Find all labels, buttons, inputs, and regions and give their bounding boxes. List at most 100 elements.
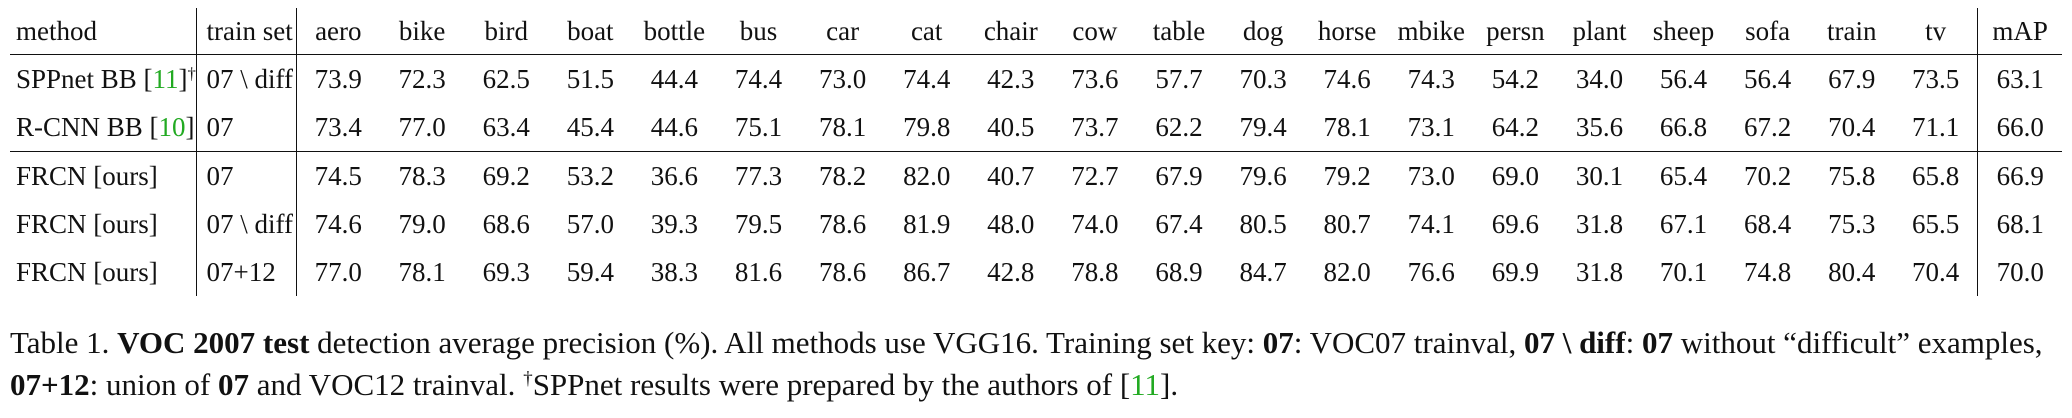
ap-value-cell: 69.0	[1473, 151, 1558, 200]
ap-value-cell: 78.1	[398, 256, 446, 287]
ap-value-cell: 69.9	[1491, 256, 1539, 287]
column-header: boat	[548, 8, 633, 55]
ap-value-cell: 78.8	[1071, 256, 1119, 287]
table-row: R-CNN BB [10] 07 73.4 77.0 63.4 45.4 44.6 75.1 7…	[10, 103, 2062, 152]
ap-value-cell: 64.2	[1491, 111, 1539, 142]
caption-text: ].	[1160, 367, 1179, 402]
ap-value-cell: 35.6	[1575, 111, 1624, 142]
column-header: aero	[295, 8, 381, 55]
ap-value-cell: 79.4	[1239, 111, 1287, 142]
caption-key: 07	[1641, 325, 1673, 360]
ap-value-cell: 77.0	[398, 111, 446, 142]
ap-value-cell: 38.3	[650, 256, 699, 287]
ap-value-cell: 68.1	[1977, 200, 2062, 248]
method-cell: SPPnet BB [11]†	[10, 55, 196, 104]
caption-citation-link[interactable]: 11	[1130, 367, 1161, 402]
ap-value-cell: 42.8	[987, 256, 1035, 287]
ap-value-cell: 67.9	[1828, 63, 1876, 94]
method-cell: R-CNN BB [10]	[10, 103, 196, 152]
ap-value-cell: 66.9	[1977, 151, 2062, 200]
ap-value-cell: 68.6	[482, 208, 530, 239]
ap-value-cell: 70.1	[1659, 256, 1708, 287]
column-header: train set	[195, 8, 296, 55]
citation-link[interactable]: 11	[152, 63, 179, 94]
ap-value-cell: 78.1	[1323, 111, 1371, 142]
ap-value-cell: 73.4	[295, 103, 381, 152]
column-header: train	[1809, 8, 1894, 55]
column-header: dog	[1221, 8, 1306, 55]
ap-value-cell: 77.0	[295, 248, 381, 296]
table-row: FRCN [ours] 07+12 77.0 78.1 69.3 59.4 38.3 81.6…	[10, 248, 2062, 296]
table-row: FRCN [ours] 07 74.5 78.3 69.2 53.2 36.6 77.3 78.…	[10, 151, 2062, 200]
ap-value-cell: 74.3	[1407, 63, 1455, 94]
train-set-cell: 07 \ diff	[195, 200, 296, 248]
caption-text: and VOC12 trainval.	[248, 367, 524, 402]
ap-value-cell: 74.6	[1323, 63, 1371, 94]
ap-value-cell: 62.5	[482, 63, 530, 94]
ap-value-cell: 34.0	[1575, 63, 1624, 94]
ap-value-cell: 82.0	[884, 151, 969, 200]
ap-value-cell: 40.5	[987, 111, 1035, 142]
ap-value-cell: 73.1	[1407, 111, 1455, 142]
ap-value-cell: 74.0	[1071, 208, 1119, 239]
ap-value-cell: 65.5	[1911, 208, 1960, 239]
caption-text: :	[1625, 325, 1642, 360]
method-cell: FRCN [ours]	[10, 200, 196, 248]
ap-value-cell: 56.4	[1744, 63, 1792, 94]
column-header: cow	[1052, 8, 1137, 55]
ap-value-cell: 72.3	[398, 63, 446, 94]
method-name: FRCN [ours]	[16, 208, 158, 239]
ap-value-cell: 79.2	[1305, 151, 1390, 200]
table-row: FRCN [ours] 07 \ diff 74.6 79.0 68.6 57.0 39.3…	[10, 200, 2062, 248]
ap-value-cell: 68.4	[1744, 208, 1792, 239]
ap-value-cell: 70.0	[1977, 248, 2062, 296]
ap-value-cell: 48.0	[987, 208, 1035, 239]
ap-value-cell: 73.5	[1911, 63, 1960, 94]
caption-key: 07+12	[10, 367, 90, 402]
caption-text: : union of	[89, 367, 218, 402]
ap-value-cell: 67.2	[1744, 111, 1792, 142]
caption-dagger: †	[523, 368, 533, 390]
ap-value-cell: 73.9	[295, 54, 381, 103]
ap-value-cell: 70.3	[1239, 63, 1287, 94]
caption-key: 07 \ diff	[1523, 325, 1626, 360]
ap-value-cell: 59.4	[566, 256, 614, 287]
column-header: plant	[1557, 8, 1642, 55]
ap-value-cell: 56.4	[1659, 63, 1708, 94]
ap-value-cell: 78.6	[818, 256, 867, 287]
method-cell: FRCN [ours]	[10, 151, 196, 200]
ap-value-cell: 73.6	[1071, 63, 1119, 94]
ap-value-cell: 65.4	[1641, 151, 1726, 200]
ap-value-cell: 75.3	[1828, 208, 1876, 239]
ap-value-cell: 80.4	[1828, 256, 1876, 287]
ap-value-cell: 81.9	[903, 208, 951, 239]
ap-value-cell: 79.6	[1221, 151, 1306, 200]
ap-value-cell: 80.7	[1323, 208, 1371, 239]
ap-value-cell: 68.9	[1155, 256, 1203, 287]
ap-value-cell: 69.3	[482, 256, 530, 287]
column-header: chair	[968, 8, 1053, 55]
column-header: mAP	[1977, 8, 2062, 55]
ap-value-cell: 79.0	[398, 208, 446, 239]
method-name: FRCN [ours]	[16, 256, 158, 287]
table-caption: Table 1. VOC 2007 test detection average…	[10, 322, 2060, 406]
ap-value-cell: 70.2	[1725, 151, 1810, 200]
caption-title: VOC 2007 test	[117, 325, 310, 360]
caption-label: Table 1.	[10, 325, 118, 360]
ap-value-cell: 51.5	[566, 63, 614, 94]
column-header: sheep	[1641, 8, 1726, 55]
column-header: mbike	[1389, 8, 1474, 55]
column-header: horse	[1305, 8, 1390, 55]
citation-link[interactable]: 10	[158, 111, 186, 142]
ap-value-cell: 74.1	[1407, 208, 1455, 239]
ap-value-cell: 70.4	[1911, 256, 1960, 287]
method-name: FRCN [ours]	[16, 160, 158, 191]
ap-value-cell: 75.1	[734, 111, 783, 142]
method-name: R-CNN BB [	[16, 111, 159, 142]
caption-text: : VOC07 trainval,	[1293, 325, 1524, 360]
ap-value-cell: 44.4	[650, 63, 699, 94]
ap-value-cell: 80.5	[1239, 208, 1287, 239]
ap-value-cell: 79.8	[903, 111, 951, 142]
train-set-cell: 07	[195, 151, 296, 200]
